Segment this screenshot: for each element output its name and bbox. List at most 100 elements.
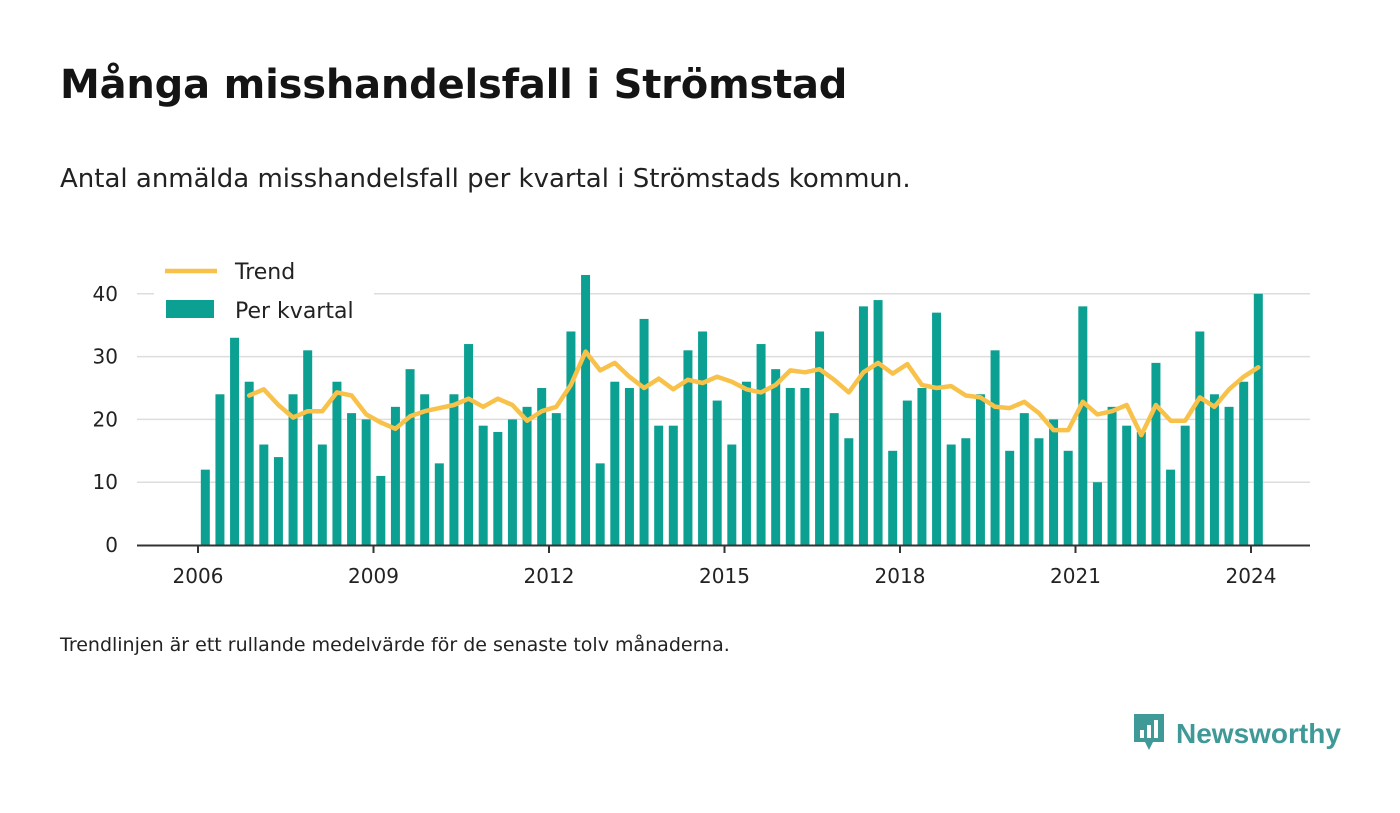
bar bbox=[1136, 431, 1146, 545]
bar bbox=[244, 381, 254, 545]
bar bbox=[1209, 394, 1219, 545]
bar bbox=[1253, 293, 1263, 545]
bar bbox=[478, 425, 488, 545]
bar bbox=[917, 388, 927, 545]
bar bbox=[785, 388, 795, 545]
bar bbox=[624, 388, 634, 545]
chart-footnote: Trendlinjen är ett rullande medelvärde f… bbox=[60, 634, 730, 656]
bar bbox=[1239, 381, 1249, 545]
bar bbox=[537, 388, 547, 545]
bar bbox=[610, 381, 620, 545]
bar bbox=[581, 274, 591, 545]
bar bbox=[230, 337, 240, 545]
bar bbox=[975, 394, 985, 545]
bar bbox=[1078, 306, 1088, 545]
bar bbox=[259, 444, 269, 545]
bar bbox=[1034, 438, 1044, 545]
bar bbox=[1166, 469, 1176, 545]
bar bbox=[551, 413, 561, 545]
legend: Trend Per kvartal bbox=[154, 254, 374, 336]
bar bbox=[347, 413, 357, 545]
bar bbox=[712, 400, 722, 545]
newsworthy-logo-icon bbox=[1132, 712, 1166, 756]
y-tick-label: 0 bbox=[105, 533, 118, 557]
bar bbox=[1180, 425, 1190, 545]
chart: 0 10 20 30 40 2006 2009 2012 2015 2018 2021 2024 T… bbox=[93, 254, 1310, 588]
y-axis-ticks: 0 10 20 30 40 bbox=[93, 282, 118, 557]
bar bbox=[1063, 450, 1073, 545]
bar-series-per-kvartal bbox=[200, 274, 1263, 545]
bar bbox=[1049, 419, 1059, 545]
newsworthy-logo[interactable]: Newsworthy bbox=[1132, 712, 1341, 756]
bar bbox=[522, 406, 532, 545]
bar bbox=[902, 400, 912, 545]
bar bbox=[800, 388, 810, 545]
bar bbox=[595, 463, 605, 545]
y-tick-label: 30 bbox=[93, 345, 118, 369]
bar bbox=[420, 394, 430, 545]
chart-subtitle: Antal anmälda misshandelsfall per kvarta… bbox=[60, 164, 911, 194]
y-tick-label: 20 bbox=[93, 407, 118, 431]
x-tick-label: 2009 bbox=[348, 564, 399, 588]
bar bbox=[493, 431, 503, 545]
bar bbox=[1092, 482, 1102, 545]
bar bbox=[741, 381, 751, 545]
x-tick-label: 2012 bbox=[524, 564, 575, 588]
bar bbox=[215, 394, 225, 545]
x-tick-label: 2018 bbox=[875, 564, 926, 588]
chart-title: Många misshandelsfall i Strömstad bbox=[60, 62, 848, 108]
bar bbox=[1151, 362, 1161, 545]
bar bbox=[376, 475, 386, 545]
x-axis-ticks: 2006 2009 2012 2015 2018 2021 2024 bbox=[173, 545, 1277, 588]
bar bbox=[961, 438, 971, 545]
bar bbox=[990, 350, 1000, 545]
bar bbox=[932, 312, 942, 545]
bar bbox=[566, 331, 576, 545]
bar bbox=[390, 406, 400, 545]
x-tick-label: 2006 bbox=[173, 564, 224, 588]
bar bbox=[464, 344, 474, 545]
y-tick-label: 40 bbox=[93, 282, 118, 306]
legend-bar-swatch bbox=[166, 300, 214, 318]
bar bbox=[1107, 406, 1117, 545]
bar bbox=[449, 394, 459, 545]
bar bbox=[815, 331, 825, 545]
bar bbox=[273, 457, 283, 545]
bar bbox=[405, 369, 415, 545]
bar bbox=[1195, 331, 1205, 545]
bar bbox=[844, 438, 854, 545]
bar bbox=[303, 350, 313, 545]
bar bbox=[200, 469, 210, 545]
bar bbox=[507, 419, 517, 545]
bar bbox=[668, 425, 678, 545]
x-tick-label: 2024 bbox=[1226, 564, 1277, 588]
y-tick-label: 10 bbox=[93, 470, 118, 494]
bar bbox=[698, 331, 708, 545]
bar bbox=[654, 425, 664, 545]
bar bbox=[858, 306, 868, 545]
legend-trend-label: Trend bbox=[234, 260, 295, 285]
bar bbox=[873, 300, 883, 545]
trend-line bbox=[246, 349, 1261, 438]
bar bbox=[1122, 425, 1132, 545]
bar bbox=[639, 318, 649, 545]
bar bbox=[888, 450, 898, 545]
bar bbox=[946, 444, 956, 545]
bar bbox=[683, 350, 693, 545]
bar bbox=[1005, 450, 1015, 545]
x-tick-label: 2021 bbox=[1050, 564, 1101, 588]
bar bbox=[829, 413, 839, 545]
bar bbox=[1224, 406, 1234, 545]
bar bbox=[332, 381, 342, 545]
brand-name: Newsworthy bbox=[1176, 718, 1341, 749]
legend-bar-label: Per kvartal bbox=[235, 299, 354, 324]
x-tick-label: 2015 bbox=[699, 564, 750, 588]
bar bbox=[288, 394, 298, 545]
bar bbox=[727, 444, 737, 545]
bar bbox=[771, 369, 781, 545]
bar bbox=[361, 419, 371, 545]
bar bbox=[317, 444, 327, 545]
bar bbox=[756, 344, 766, 545]
bar bbox=[1019, 413, 1029, 545]
bar bbox=[434, 463, 444, 545]
